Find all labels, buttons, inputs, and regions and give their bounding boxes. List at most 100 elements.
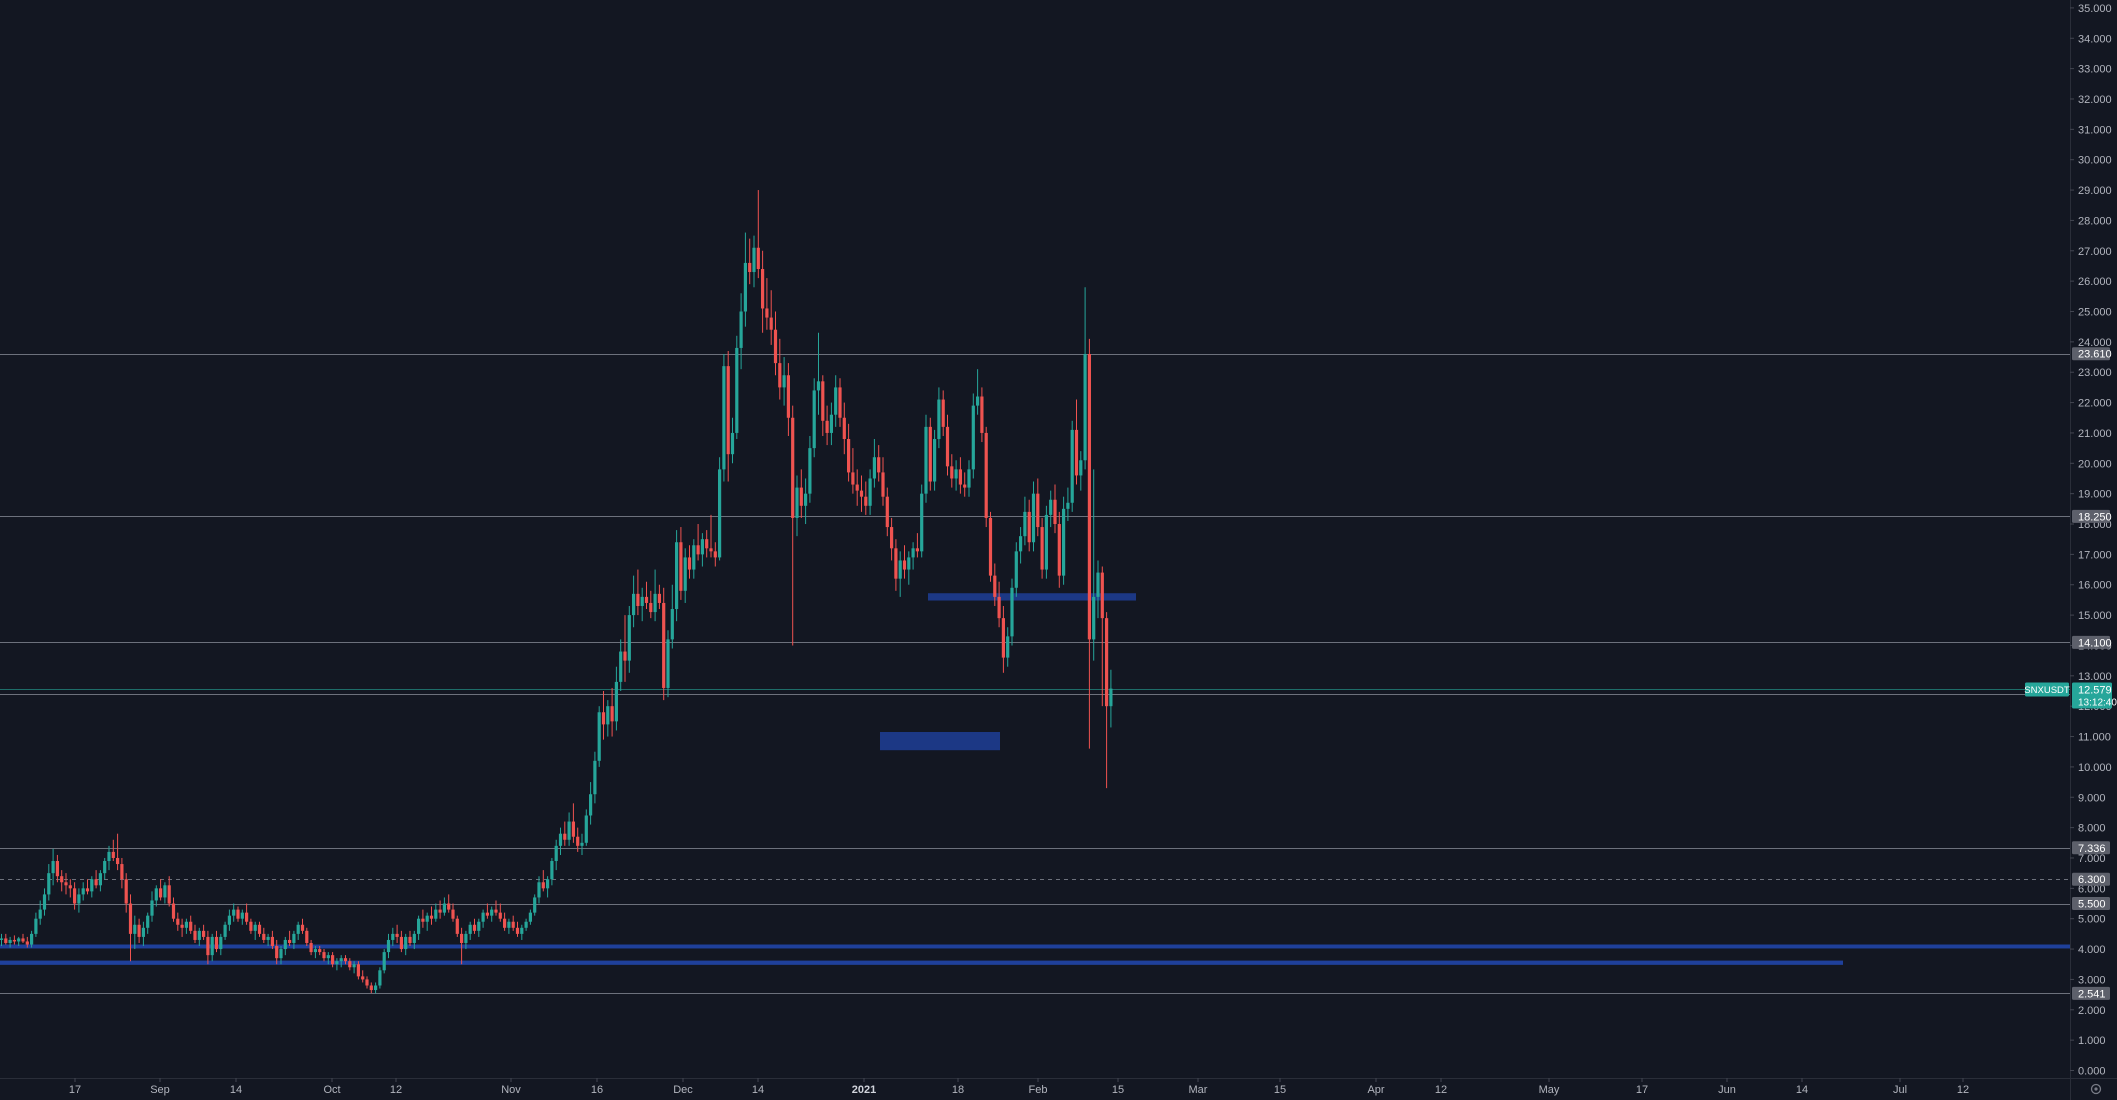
price-tick-label: 16.000 bbox=[2078, 580, 2112, 592]
bar-countdown: 13:12:40 bbox=[2078, 698, 2117, 709]
candle-body bbox=[558, 833, 563, 846]
candle bbox=[705, 530, 709, 558]
candle bbox=[614, 666, 618, 731]
candle-body bbox=[687, 557, 692, 570]
candle-body bbox=[167, 885, 171, 904]
symbol-badge[interactable]: SNXUSDT bbox=[2024, 682, 2070, 697]
candle bbox=[696, 524, 700, 561]
candle-body bbox=[408, 936, 412, 943]
candle-body bbox=[309, 942, 313, 953]
candle bbox=[348, 958, 352, 971]
candle-body bbox=[1074, 429, 1079, 476]
candle bbox=[1087, 338, 1091, 749]
candle-body bbox=[116, 857, 120, 865]
price-axis[interactable]: 0.000 1.000 2.000 3.000 4.000 5.000 6.000 7.000… bbox=[2070, 3, 2112, 1078]
candle-body bbox=[103, 861, 107, 874]
candle-body bbox=[292, 933, 296, 943]
candle bbox=[189, 915, 193, 934]
candle bbox=[150, 891, 154, 922]
candle bbox=[799, 469, 803, 518]
candle bbox=[1019, 527, 1023, 564]
candle-body bbox=[808, 448, 812, 494]
candle bbox=[485, 903, 489, 919]
candle-body bbox=[275, 946, 279, 959]
candle-body bbox=[928, 426, 932, 482]
candle bbox=[954, 460, 958, 491]
time-tick-label: 12 bbox=[1435, 1084, 1447, 1096]
candle bbox=[352, 961, 356, 974]
candle-body bbox=[107, 851, 111, 862]
settings-icon[interactable] bbox=[2090, 1083, 2102, 1095]
candle bbox=[520, 924, 524, 940]
candle bbox=[266, 933, 270, 947]
candle bbox=[1083, 287, 1087, 470]
candle bbox=[477, 918, 481, 937]
zone-rect bbox=[880, 731, 1000, 751]
candle bbox=[283, 936, 287, 956]
candle bbox=[739, 293, 743, 370]
candle bbox=[816, 332, 821, 415]
candle-body bbox=[782, 375, 786, 388]
candle bbox=[257, 921, 262, 937]
candle bbox=[786, 363, 790, 436]
candle-body bbox=[898, 560, 902, 579]
time-tick-label: 15 bbox=[1112, 1084, 1124, 1096]
candle bbox=[554, 839, 558, 871]
svg-text:SNXUSDT: SNXUSDT bbox=[2024, 685, 2070, 696]
candle-body bbox=[601, 712, 606, 725]
price-tick-label: 31.000 bbox=[2078, 124, 2112, 136]
candle-body bbox=[941, 399, 945, 427]
time-tick-label: 14 bbox=[230, 1084, 242, 1096]
candle bbox=[240, 909, 244, 925]
candle-body bbox=[98, 873, 102, 886]
candle bbox=[107, 845, 111, 871]
candle-body bbox=[485, 912, 489, 916]
candle-body bbox=[460, 933, 464, 943]
candle-body bbox=[318, 949, 322, 953]
price-tick-label: 8.000 bbox=[2078, 823, 2106, 835]
candle-body bbox=[515, 927, 520, 934]
price-tick-label: 4.000 bbox=[2078, 944, 2106, 956]
candle-body bbox=[270, 936, 274, 947]
candle-body bbox=[1083, 354, 1087, 461]
candle-body bbox=[17, 938, 21, 942]
time-axis[interactable]: 17 Sep 14 Oct 12 Nov 16 Dec 14 2021 18 Feb 15 Mar 15 Ap… bbox=[69, 1078, 1969, 1096]
candle bbox=[597, 706, 601, 767]
candle bbox=[468, 921, 472, 940]
candle bbox=[687, 545, 692, 579]
candle-body bbox=[348, 961, 352, 968]
candle-body bbox=[1027, 511, 1031, 543]
candle-body bbox=[434, 909, 438, 919]
candle bbox=[253, 921, 257, 940]
candle bbox=[1070, 420, 1074, 512]
candle-body bbox=[399, 936, 403, 950]
price-tick-label: 0.000 bbox=[2078, 1066, 2106, 1078]
candle bbox=[455, 915, 459, 937]
candle-body bbox=[954, 469, 958, 479]
candle-body bbox=[197, 930, 201, 940]
candle-body bbox=[1010, 587, 1014, 637]
candle-body bbox=[180, 924, 184, 928]
candle-body bbox=[640, 596, 644, 606]
candle-body bbox=[993, 575, 997, 597]
candle bbox=[546, 876, 550, 898]
candle bbox=[950, 454, 954, 488]
candle-body bbox=[756, 247, 760, 269]
candle bbox=[1105, 612, 1109, 789]
candle bbox=[907, 551, 911, 585]
candle-body bbox=[90, 879, 94, 892]
candle-body bbox=[343, 958, 348, 962]
candle-body bbox=[154, 888, 158, 901]
candle bbox=[997, 581, 1001, 628]
candle bbox=[890, 517, 894, 561]
candle-body bbox=[976, 396, 980, 406]
candle bbox=[933, 429, 937, 491]
candle-body bbox=[563, 833, 567, 840]
candle bbox=[1006, 627, 1010, 667]
candle-body bbox=[950, 466, 954, 479]
candle bbox=[331, 952, 335, 968]
candle-body bbox=[795, 487, 799, 518]
candle bbox=[30, 930, 34, 948]
